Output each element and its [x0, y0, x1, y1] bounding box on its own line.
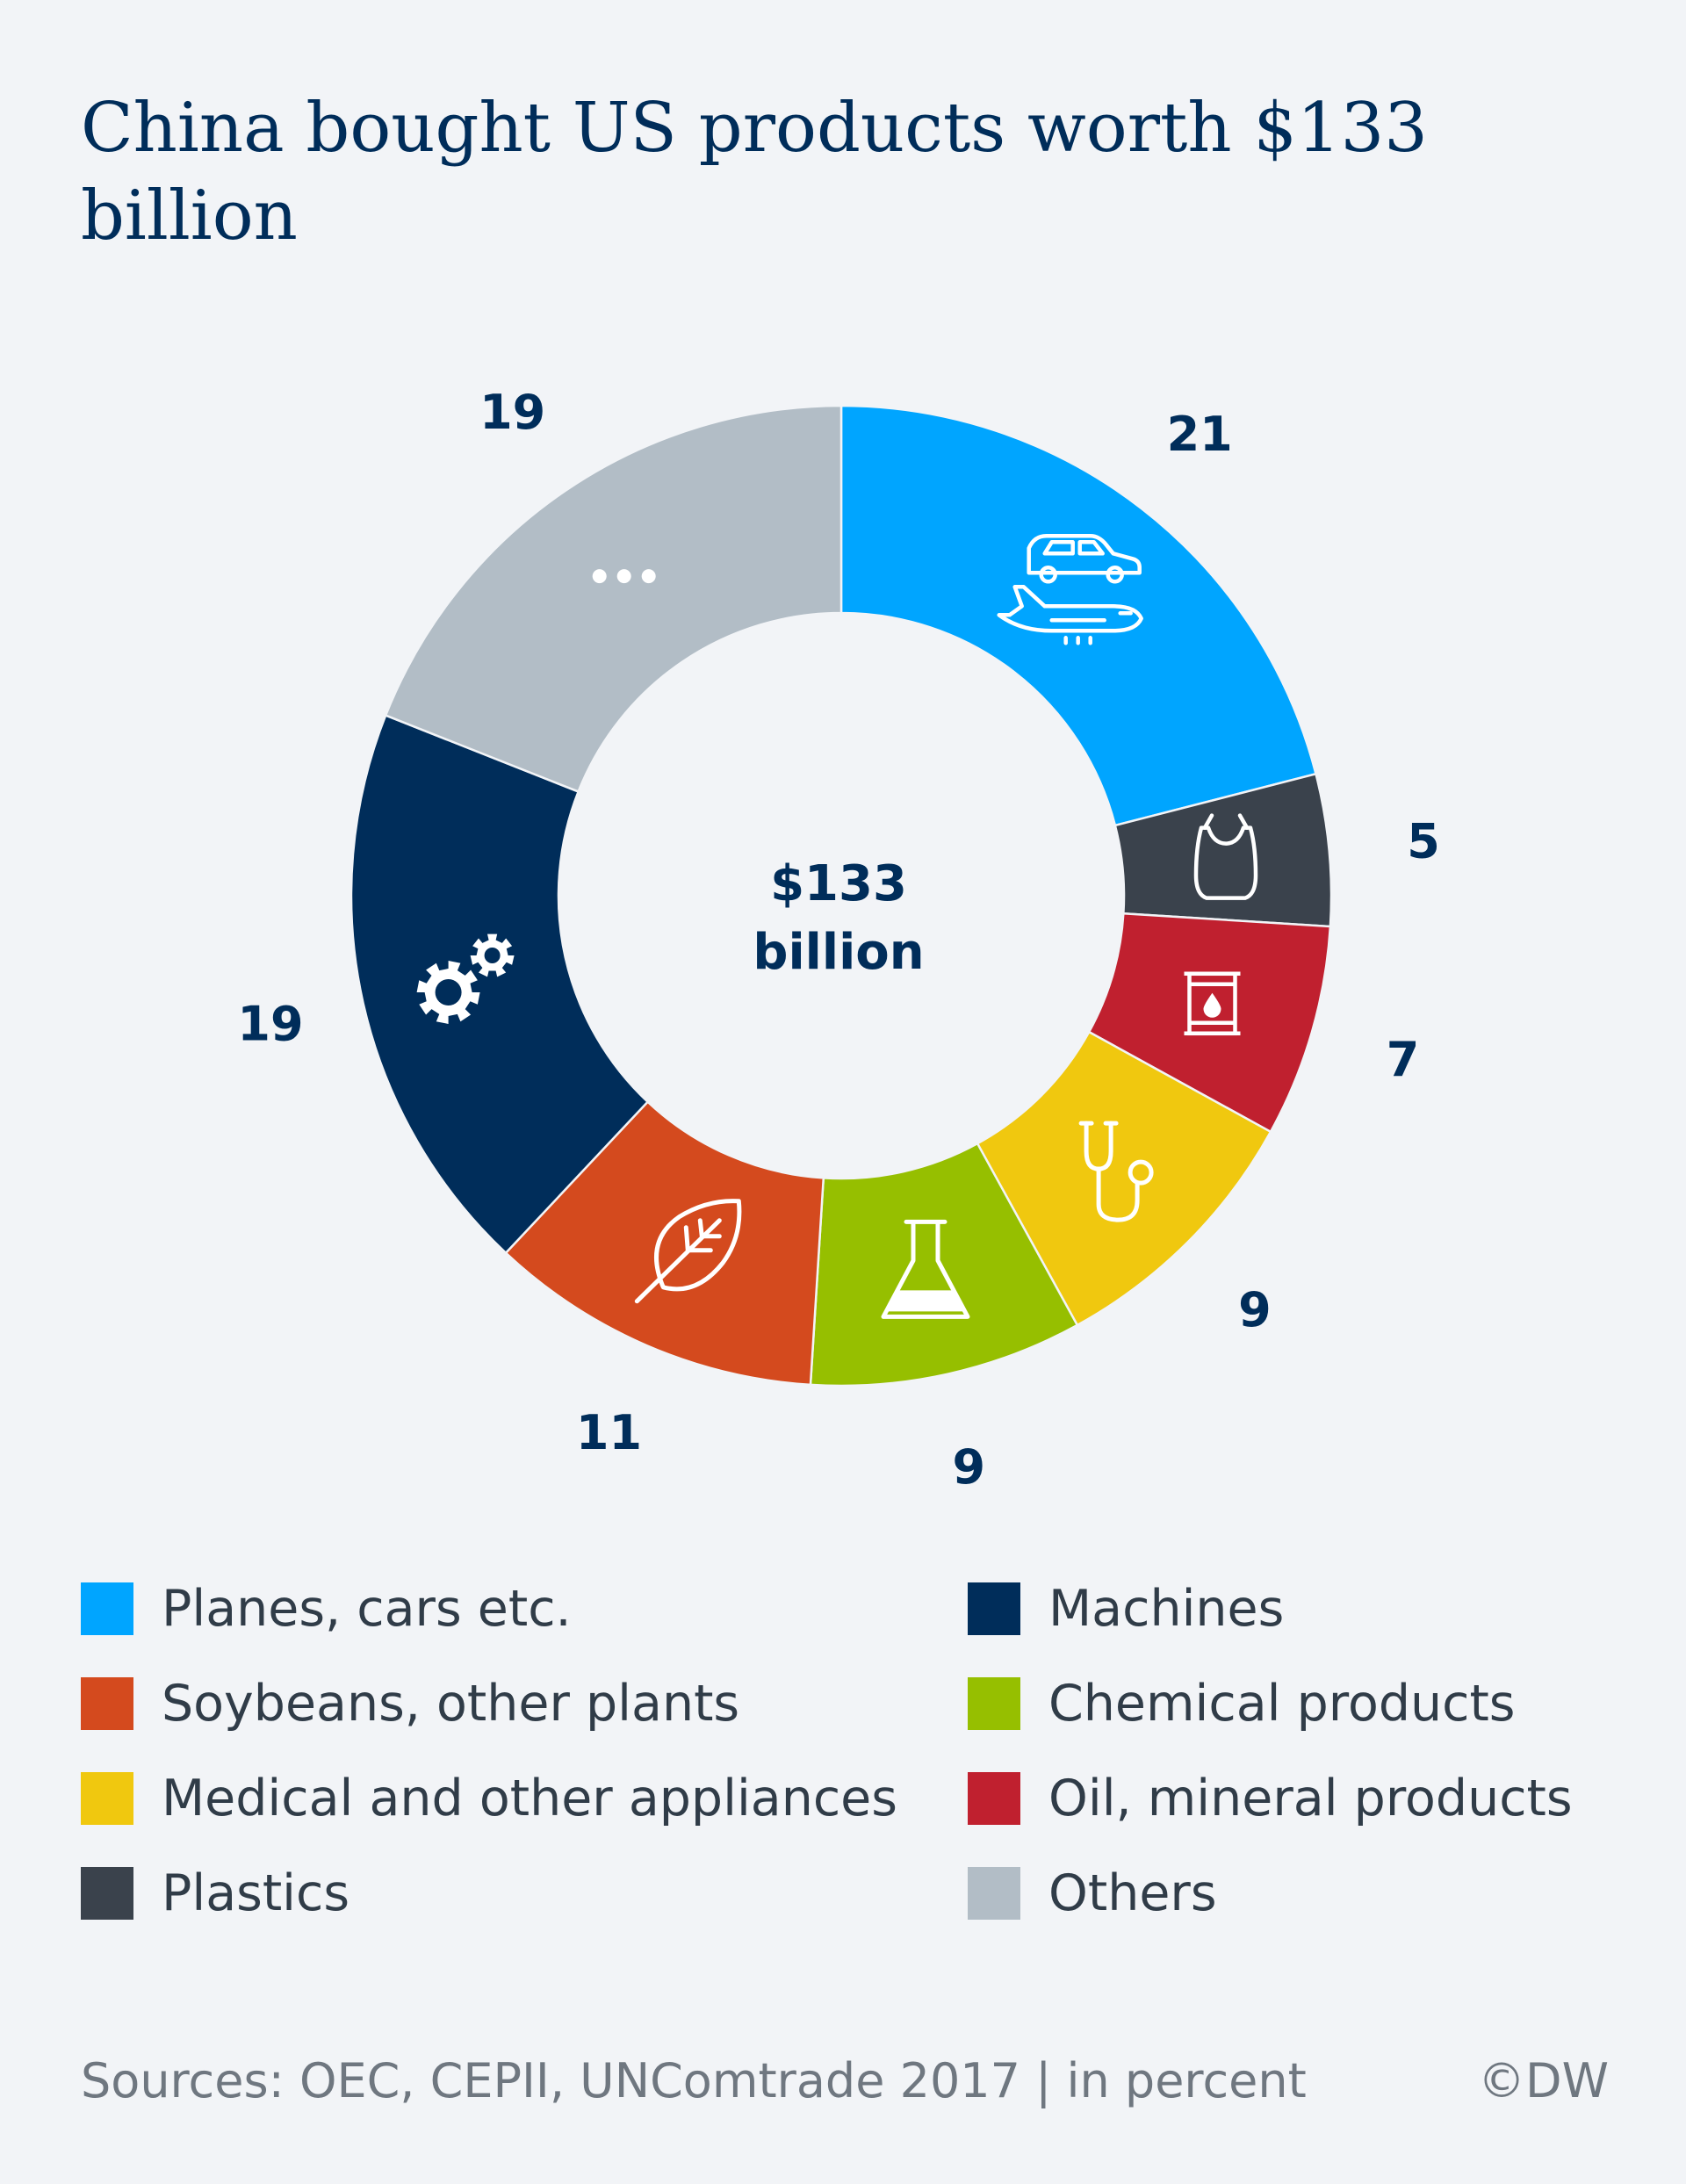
legend-item-others: Others: [968, 1863, 1626, 1922]
plastic-bag-icon: [1193, 813, 1258, 900]
value-label-chemical-products: 9: [953, 1439, 986, 1495]
legend-label: Oil, mineral products: [1048, 1769, 1573, 1827]
ellipsis-icon: [592, 569, 656, 584]
value-label-plastics: 5: [1407, 813, 1440, 869]
legend-swatch: [968, 1771, 1020, 1825]
legend-item-plastics: Plastics: [81, 1863, 968, 1922]
legend-swatch: [81, 1771, 133, 1825]
slice-machines: [349, 713, 650, 1255]
center-label-unit: billion: [753, 924, 924, 981]
leaf-icon: [634, 1199, 742, 1304]
legend-label: Medical and other appliances: [162, 1769, 897, 1827]
legend: Planes, cars etc. Machines Soybeans, other…: [81, 1579, 1626, 1922]
legend-swatch: [81, 1582, 133, 1635]
center-label-amount: $133: [770, 855, 907, 912]
legend-item-machines: Machines: [968, 1579, 1626, 1638]
legend-item-oil-mineral-products: Oil, mineral products: [968, 1769, 1626, 1827]
slice-others: [384, 404, 843, 794]
stethoscope-icon: [1078, 1121, 1154, 1222]
source-note: Sources: OEC, CEPII, UNComtrade 2017 | i…: [81, 2053, 1307, 2108]
legend-swatch: [968, 1676, 1020, 1730]
legend-label: Soybeans, other plants: [162, 1674, 740, 1733]
slice-planes-cars-etc: [839, 404, 1317, 827]
legend-label: Others: [1048, 1863, 1217, 1922]
legend-swatch: [81, 1676, 133, 1730]
gears-icon: [416, 933, 515, 1024]
legend-swatch: [968, 1582, 1020, 1635]
value-label-planes-cars-etc: 21: [1167, 407, 1233, 462]
value-label-soybeans-other-plants: 11: [576, 1405, 642, 1460]
donut-chart: 21 5 7 9 9 11 19 19 $133 billion: [237, 385, 1439, 1495]
chart-title: China bought US products worth $133 bill…: [81, 89, 1428, 256]
value-labels: 21 5 7 9 9 11 19 19: [237, 385, 1439, 1495]
footer: Sources: OEC, CEPII, UNComtrade 2017 | i…: [81, 2053, 1609, 2115]
legend-swatch: [81, 1866, 133, 1920]
legend-label: Chemical products: [1048, 1674, 1516, 1733]
legend-item-medical-and-other-appliances: Medical and other appliances: [81, 1769, 968, 1827]
legend-item-chemical-products: Chemical products: [968, 1674, 1626, 1733]
copyright-credit: ©DW: [1478, 2053, 1609, 2108]
oil-barrel-icon: [1184, 971, 1241, 1036]
flask-icon: [881, 1219, 970, 1319]
slice-soybeans-other-plants: [504, 1099, 825, 1387]
value-label-machines: 19: [237, 996, 303, 1051]
legend-item-soybeans-other-plants: Soybeans, other plants: [81, 1674, 968, 1733]
legend-label: Planes, cars etc.: [162, 1579, 572, 1638]
legend-label: Machines: [1048, 1579, 1285, 1638]
value-label-medical-and-other-appliances: 9: [1238, 1282, 1272, 1337]
legend-label: Plastics: [162, 1863, 350, 1922]
legend-swatch: [968, 1866, 1020, 1920]
slice-icons: [416, 534, 1258, 1319]
donut-slices: [349, 404, 1333, 1388]
value-label-others: 19: [479, 385, 545, 440]
car-plane-icon: [997, 534, 1143, 645]
value-label-oil-mineral-products: 7: [1387, 1032, 1420, 1087]
legend-item-planes-cars-etc: Planes, cars etc.: [81, 1579, 968, 1638]
